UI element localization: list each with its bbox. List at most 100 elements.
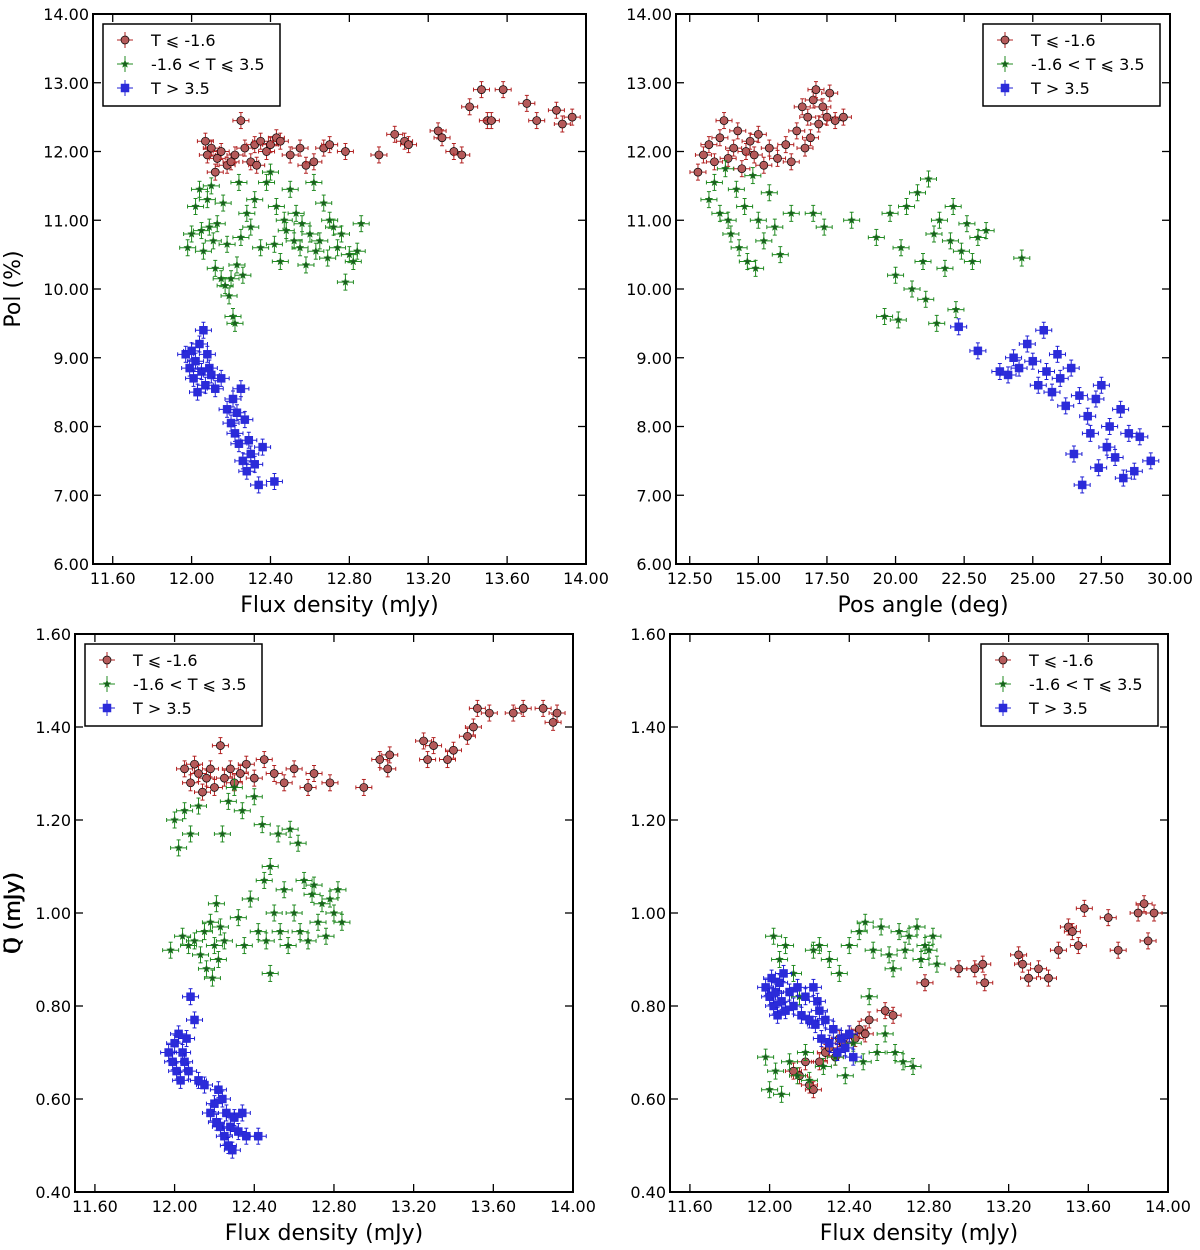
x-tick-label: 12.80 [311,1197,357,1216]
data-point [1014,950,1023,960]
legend-box [982,23,1161,107]
data-point [932,959,942,968]
data-point [437,133,447,143]
x-tick-label: 12.40 [231,1197,277,1216]
data-point [775,978,784,987]
data-point [769,931,779,941]
data-point [804,1075,814,1085]
data-point [237,805,247,815]
data-point [265,861,275,871]
data-point [295,926,305,936]
data-point [295,243,305,252]
data-point [170,1038,179,1048]
y-tick-label: 10.00 [43,280,89,299]
error-bar [226,424,244,442]
data-point [908,1061,918,1071]
data-point [811,1020,820,1029]
x-tick-label: 12.00 [747,1197,793,1216]
y-tick-label: 0.80 [630,997,666,1016]
data-point [818,102,828,112]
data-point [880,1029,890,1038]
data-point [825,1038,834,1048]
x-tick-label: 14.00 [550,1197,596,1216]
data-point [793,1071,802,1080]
data-point [299,875,309,885]
data-point [789,968,798,978]
legend-marker [120,35,130,45]
y-tick-label: 0.60 [35,1090,71,1109]
data-point [259,875,269,885]
data-point [916,954,926,964]
data-point [443,755,452,764]
legend: T ⩽ -1.6 -1.6 < T ⩽ 3.5 T > 3.5 [84,643,263,727]
y-tick-labels: 0.40 0.60 0.80 1.00 1.20 1.40 1.60 [35,625,71,1202]
data-point [203,350,212,359]
data-point [218,1094,227,1104]
data-point [786,208,796,218]
data-point [317,898,327,908]
error-bar [221,760,239,778]
x-tick-label: 14.00 [1145,1197,1191,1216]
plot-frame [669,633,1169,1193]
data-point [313,917,323,927]
data-point [217,829,227,838]
data-point [218,198,228,207]
data-point [1042,367,1051,376]
data-point [254,1131,263,1141]
data-point [934,215,944,225]
error-bar [747,259,765,277]
data-point [329,222,339,231]
legend-box [102,23,281,107]
data-point [449,745,458,755]
data-point [854,1024,864,1034]
data-point [238,1108,247,1118]
x-tick-labels: 11.60 12.00 12.40 12.80 13.20 13.60 14.00 [667,1197,1191,1216]
data-point [1055,374,1065,383]
legend-entry: T > 3.5 [117,79,210,98]
series-2 [950,318,1160,494]
y-axis-label: Q (mJy) [1,872,26,954]
legend-label: T ⩽ -1.6 [132,651,198,670]
y-tick-label: 13.00 [43,74,89,93]
data-point [189,374,198,383]
data-point [538,704,548,713]
data-point [180,805,190,815]
data-point [214,1085,223,1094]
data-point [1047,387,1057,397]
data-point [753,129,763,139]
error-bar [211,918,229,936]
data-point [1124,429,1134,438]
data-point [262,177,272,187]
data-point [275,926,285,936]
data-point [256,136,265,146]
legend-entry: T ⩽ -1.6 [995,651,1094,670]
data-point [834,968,844,978]
data-point [297,218,307,228]
data-point [1113,945,1123,955]
data-point [742,256,752,266]
data-point [270,477,279,486]
data-point [1003,370,1013,380]
data-point [710,157,719,167]
data-point [258,442,267,452]
legend-label: T > 3.5 [150,79,210,98]
data-point [704,140,714,149]
data-point [871,232,881,242]
x-tick-label: 27.50 [1078,569,1124,588]
legend-label: -1.6 < T ⩽ 3.5 [1031,55,1145,74]
data-point [1054,945,1063,955]
data-point [333,243,342,252]
data-point [759,236,769,245]
legend-entry: T ⩽ -1.6 [99,651,198,670]
data-point [779,969,788,978]
legend: T ⩽ -1.6 -1.6 < T ⩽ 3.5 T > 3.5 [102,23,281,107]
data-point [195,184,204,194]
y-axis-label: U (mJy) [1,872,26,953]
data-point [880,311,890,321]
data-point [764,143,774,153]
data-point [196,225,206,235]
data-point [242,466,252,476]
legend-box [84,643,263,727]
data-point [1053,350,1062,359]
x-tick-label: 13.60 [1065,1197,1111,1216]
